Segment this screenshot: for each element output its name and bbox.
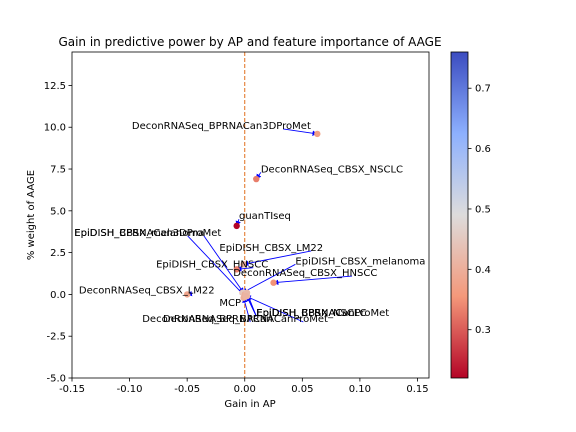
colorbar-tick-label-2: 0.5 [475,204,491,215]
y-tick-label-3: 2.5 [50,248,66,259]
data-point-0 [314,130,321,138]
y-tick-label-0: -5.0 [46,374,66,385]
y-tick-label-6: 10.0 [44,123,66,134]
point-label-10: MCP [219,298,241,309]
data-point-15 [242,292,250,300]
colorbar-tick-label-4: 0.7 [475,84,491,95]
colorbar-tick-label-1: 0.4 [475,265,491,276]
data-point-6 [270,279,277,286]
point-label-15: DeconRNASeq_BPRNACanProMet [163,314,328,325]
chart-title: Gain in predictive power by AP and featu… [58,35,441,49]
annotation-arrow-4 [241,263,296,294]
point-label-3: EpiDISH_CBSX_LM22 [219,243,323,254]
data-point-2 [233,222,240,230]
point-label-13: EpiDISH_BPRNACanProMet [256,308,389,319]
x-tick-label-1: -0.10 [117,384,143,395]
data-point-3 [240,261,247,268]
point-label-8: EpiDISH_CBSX_melanoma [74,228,204,239]
colorbar-tick-label-0: 0.3 [475,325,491,336]
x-axis-label: Gain in AP [224,399,275,410]
point-label-5: EpiDISH_CBSX_HNSCC [156,260,268,271]
point-label-11: EpiDISH_BPRNACan [256,308,354,319]
point-label-14: DeconRNASeq_BPRNACan [142,314,272,325]
point-label-6: DeconRNASeq_CBSX_HNSCC [233,268,377,279]
annotation-arrow-6 [272,275,353,285]
y-tick-label-2: 0.0 [50,290,66,301]
y-axis-label: % weight of AAGE [26,170,37,260]
colorbar-gradient [450,51,469,379]
colorbar: 0.3 0.4 0.5 0.6 0.7 [450,51,491,379]
plot-background [72,52,429,378]
point-label-1: DeconRNASeq_CBSX_NSCLC [261,164,403,175]
axes-frame [71,51,430,379]
x-tick-label-5: 0.10 [349,384,371,395]
label-layer: DeconRNASeq_BPRNACan3DProMet DeconRNASeq_… [74,121,425,325]
data-point-5 [233,266,240,273]
annotation-arrow-8 [187,235,246,297]
plot-area [72,52,429,378]
x-tick-label-4: 0.05 [291,384,313,395]
annotation-arrow-7 [203,235,244,294]
x-tick-label-2: -0.05 [174,384,200,395]
axes-layer: -0.15 -0.10 -0.05 0.00 0.05 0.10 0.15 -5.0 -2.5 0… [44,51,430,395]
annotation-arrow-15 [245,295,304,323]
data-point-1 [253,175,260,183]
point-layer [183,130,321,301]
x-tick-label-3: 0.00 [234,384,256,395]
annotation-arrow-3 [243,250,312,267]
y-tick-label-1: -2.5 [46,332,66,343]
point-label-7: EpiDISH_BPRNACan3DProMet [74,228,221,239]
point-label-0: DeconRNASeq_BPRNACan3DProMet [132,121,311,132]
x-tick-label-6: 0.15 [406,384,428,395]
y-tick-label-4: 5.0 [50,206,66,217]
annotation-arrow-0 [283,128,318,136]
data-point-9 [183,291,191,298]
point-label-9: DeconRNASeq_CBSX_LM22 [79,286,215,297]
point-label-4: EpiDISH_CBSX_melanoma [295,256,425,267]
point-label-2: guanTIseq [239,211,291,222]
y-tick-label-5: 7.5 [50,165,66,176]
colorbar-tick-label-3: 0.6 [475,144,491,155]
point-label-12: EpiDISH_CBSX_NSCLC [256,308,366,319]
annotation-arrow-14 [242,297,251,323]
y-tick-label-7: 12.5 [44,81,66,92]
x-tick-label-0: -0.15 [59,384,85,395]
